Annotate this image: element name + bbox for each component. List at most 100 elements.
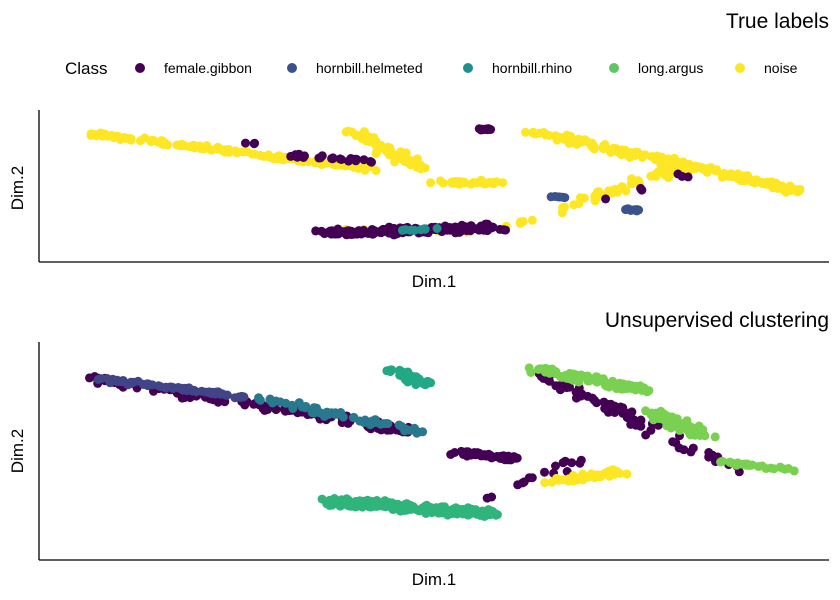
scatter-point xyxy=(367,225,377,234)
scatter-point xyxy=(349,412,359,422)
scatter-point xyxy=(404,155,413,165)
scatter-point xyxy=(527,215,537,225)
scatter-point xyxy=(348,229,358,239)
scatter-point xyxy=(551,461,560,471)
legend-label: hornbill.rhino xyxy=(492,60,572,76)
legend-label: noise xyxy=(764,60,798,76)
scatter-point xyxy=(294,398,304,408)
scatter-point xyxy=(627,174,637,184)
scatter-point xyxy=(254,394,264,404)
scatter-point xyxy=(535,364,545,374)
scatter-point xyxy=(674,158,684,167)
scatter-point xyxy=(478,223,488,233)
scatter-point xyxy=(372,499,382,509)
scatter-point xyxy=(429,505,439,515)
scatter-point xyxy=(447,178,457,188)
scatter-point xyxy=(476,508,486,518)
scatter-point xyxy=(488,178,498,188)
scatter-point xyxy=(139,380,148,389)
legend-key-noise xyxy=(735,63,745,73)
scatter-point xyxy=(178,385,188,395)
scatter-point xyxy=(161,383,171,393)
scatter-point xyxy=(238,392,248,402)
legend-label: female.gibbon xyxy=(164,60,252,76)
scatter-point xyxy=(562,134,572,144)
scatter-point xyxy=(569,200,579,210)
scatter-point xyxy=(271,405,281,415)
scatter-point xyxy=(742,459,752,469)
scatter-point xyxy=(622,411,632,421)
scatter-point xyxy=(315,408,325,418)
scatter-point xyxy=(601,194,611,204)
scatter-point xyxy=(388,224,398,234)
scatter-point xyxy=(551,381,561,391)
y-axis-label: Dim.2 xyxy=(8,166,27,210)
scatter-point xyxy=(484,449,494,459)
scatter-point xyxy=(641,406,651,416)
scatter-point xyxy=(395,366,405,376)
scatter-point xyxy=(456,226,466,236)
scatter-point xyxy=(560,456,570,466)
legend-key-hornbill-rhino xyxy=(463,63,473,73)
scatter-point xyxy=(378,224,388,234)
scatter-point xyxy=(317,151,327,161)
scatter-points xyxy=(86,124,805,240)
scatter-point xyxy=(489,509,498,518)
scatter-point xyxy=(580,371,590,381)
scatter-point xyxy=(487,492,497,502)
scatter-point xyxy=(147,135,157,145)
scatter-point xyxy=(627,381,637,391)
scatter-point xyxy=(354,500,364,510)
scatter-point xyxy=(518,478,527,488)
scatter-point xyxy=(351,130,361,140)
scatter-point xyxy=(126,377,136,387)
scatter-point xyxy=(372,142,382,151)
legend-key-female-gibbon xyxy=(135,63,145,73)
scatter-point xyxy=(621,204,631,214)
scatter-point xyxy=(249,139,259,149)
panel-title: Unsupervised clustering xyxy=(605,309,829,332)
scatter-point xyxy=(309,408,319,418)
scatter-point xyxy=(213,144,223,154)
scatter-point xyxy=(659,413,669,423)
scatter-point xyxy=(500,455,510,465)
scatter-point xyxy=(590,191,600,201)
scatter-point xyxy=(400,424,410,434)
scatter-point xyxy=(570,370,580,380)
scatter-point xyxy=(311,226,321,236)
scatter-point xyxy=(126,135,136,145)
scatter-point xyxy=(407,502,417,511)
scatter-point xyxy=(469,178,479,187)
scatter-point xyxy=(324,409,333,419)
legend-label: hornbill.helmeted xyxy=(316,60,423,76)
scatter-point xyxy=(647,152,657,161)
legend: Class female.gibbon hornbill.helmeted horn… xyxy=(65,59,798,78)
scatter-point xyxy=(476,125,486,135)
scatter-point xyxy=(410,225,419,235)
scatter-point xyxy=(486,222,496,232)
panel-unsupervised-clustering: Unsupervised clustering Dim.1 Dim.2 xyxy=(8,309,829,589)
legend-key-hornbill-helmeted xyxy=(287,63,297,73)
scatter-point xyxy=(646,171,656,181)
scatter-point xyxy=(432,224,442,233)
scatter-point xyxy=(605,403,615,413)
scatter-point xyxy=(521,127,530,137)
scatter-point xyxy=(677,171,687,181)
scatter-point xyxy=(636,183,646,193)
scatter-point xyxy=(467,505,477,515)
scatter-point xyxy=(410,423,419,433)
scatter-point xyxy=(255,150,265,160)
scatter-point xyxy=(778,185,788,195)
panel-title: True labels xyxy=(726,10,829,33)
scatter-point xyxy=(411,372,421,382)
scatter-point xyxy=(447,507,457,517)
scatter-point xyxy=(438,178,448,188)
scatter-point xyxy=(712,165,722,175)
scatter-point xyxy=(413,154,422,164)
scatter-point xyxy=(96,128,106,138)
scatter-point xyxy=(317,494,327,504)
legend-label: long.argus xyxy=(638,60,703,76)
scatter-point xyxy=(118,376,128,385)
scatter-point xyxy=(264,152,273,162)
